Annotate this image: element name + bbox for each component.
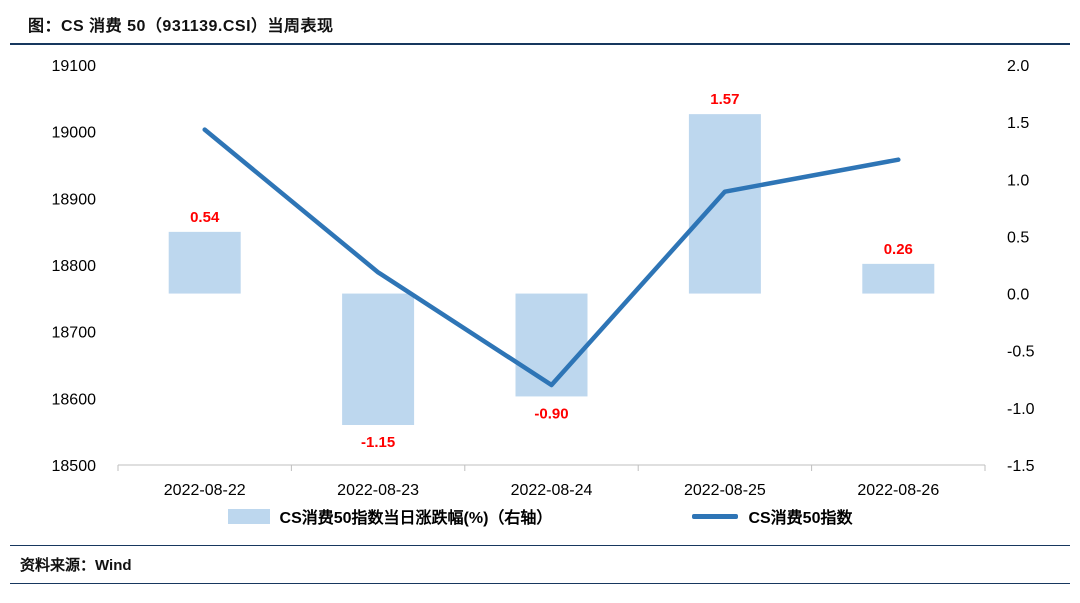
left-axis-tick: 19000 [52,125,97,142]
left-axis-tick: 19100 [52,58,97,75]
legend-line-swatch [692,513,739,519]
right-axis-tick: -1.0 [1007,401,1035,418]
left-axis-tick: 18800 [52,258,97,275]
left-axis-tick: 18600 [52,391,97,408]
right-axis-tick: 1.0 [1007,172,1029,189]
legend-item-bar-series: CS消费50指数当日涨跌幅(%)（右轴） [227,504,553,528]
bar [342,293,415,425]
bar [862,263,935,294]
chart-area: 19100 19000 18900 18800 18700 18600 18500 2.0 1.… [0,45,1080,499]
bar-value-label: -0.90 [534,405,568,422]
right-axis-tick: 0.5 [1007,229,1029,246]
left-axis-tick: 18500 [52,458,97,475]
right-axis-tick: -0.5 [1007,344,1035,361]
x-axis-label: 2022-08-23 [337,482,419,497]
chart-header: 图：CS 消费 50（931139.CSI）当周表现 [10,0,1070,45]
bar-value-label: -1.15 [361,434,395,451]
legend-item-line-series: CS消费50指数 [692,504,852,528]
right-axis-tick: 0.0 [1007,287,1029,304]
combo-chart: 19100 19000 18900 18800 18700 18600 18500 2.0 1.… [52,58,1035,499]
legend-line-label: CS消费50指数 [748,510,853,527]
x-axis-label: 2022-08-26 [857,482,939,497]
bar [688,114,761,294]
chart-title: 图：CS 消费 50（931139.CSI）当周表现 [28,18,334,35]
right-axis-tick: -1.5 [1007,458,1035,475]
left-axis-tick: 18700 [52,325,97,342]
bar-value-label: 0.54 [190,209,220,226]
x-axis-label: 2022-08-24 [511,482,593,497]
line-series [202,127,901,388]
legend-bar-swatch [227,508,270,524]
right-axis-tick: 2.0 [1007,58,1029,75]
source-text: 资料来源：Wind [20,557,132,574]
right-axis-tick: 1.5 [1007,115,1029,132]
bar-value-label: 0.26 [884,241,913,258]
legend-bar-label: CS消费50指数当日涨跌幅(%)（右轴） [279,510,553,527]
source-footer: 资料来源：Wind [10,545,1070,584]
bar [168,231,241,294]
left-axis-tick: 18900 [52,191,97,208]
x-axis-label: 2022-08-22 [164,482,246,497]
bar-value-label: 1.57 [710,91,739,108]
bar [515,293,588,397]
chart-legend: CS消费50指数当日涨跌幅(%)（右轴） CS消费50指数 [0,499,1080,533]
x-axis-label: 2022-08-25 [684,482,766,497]
